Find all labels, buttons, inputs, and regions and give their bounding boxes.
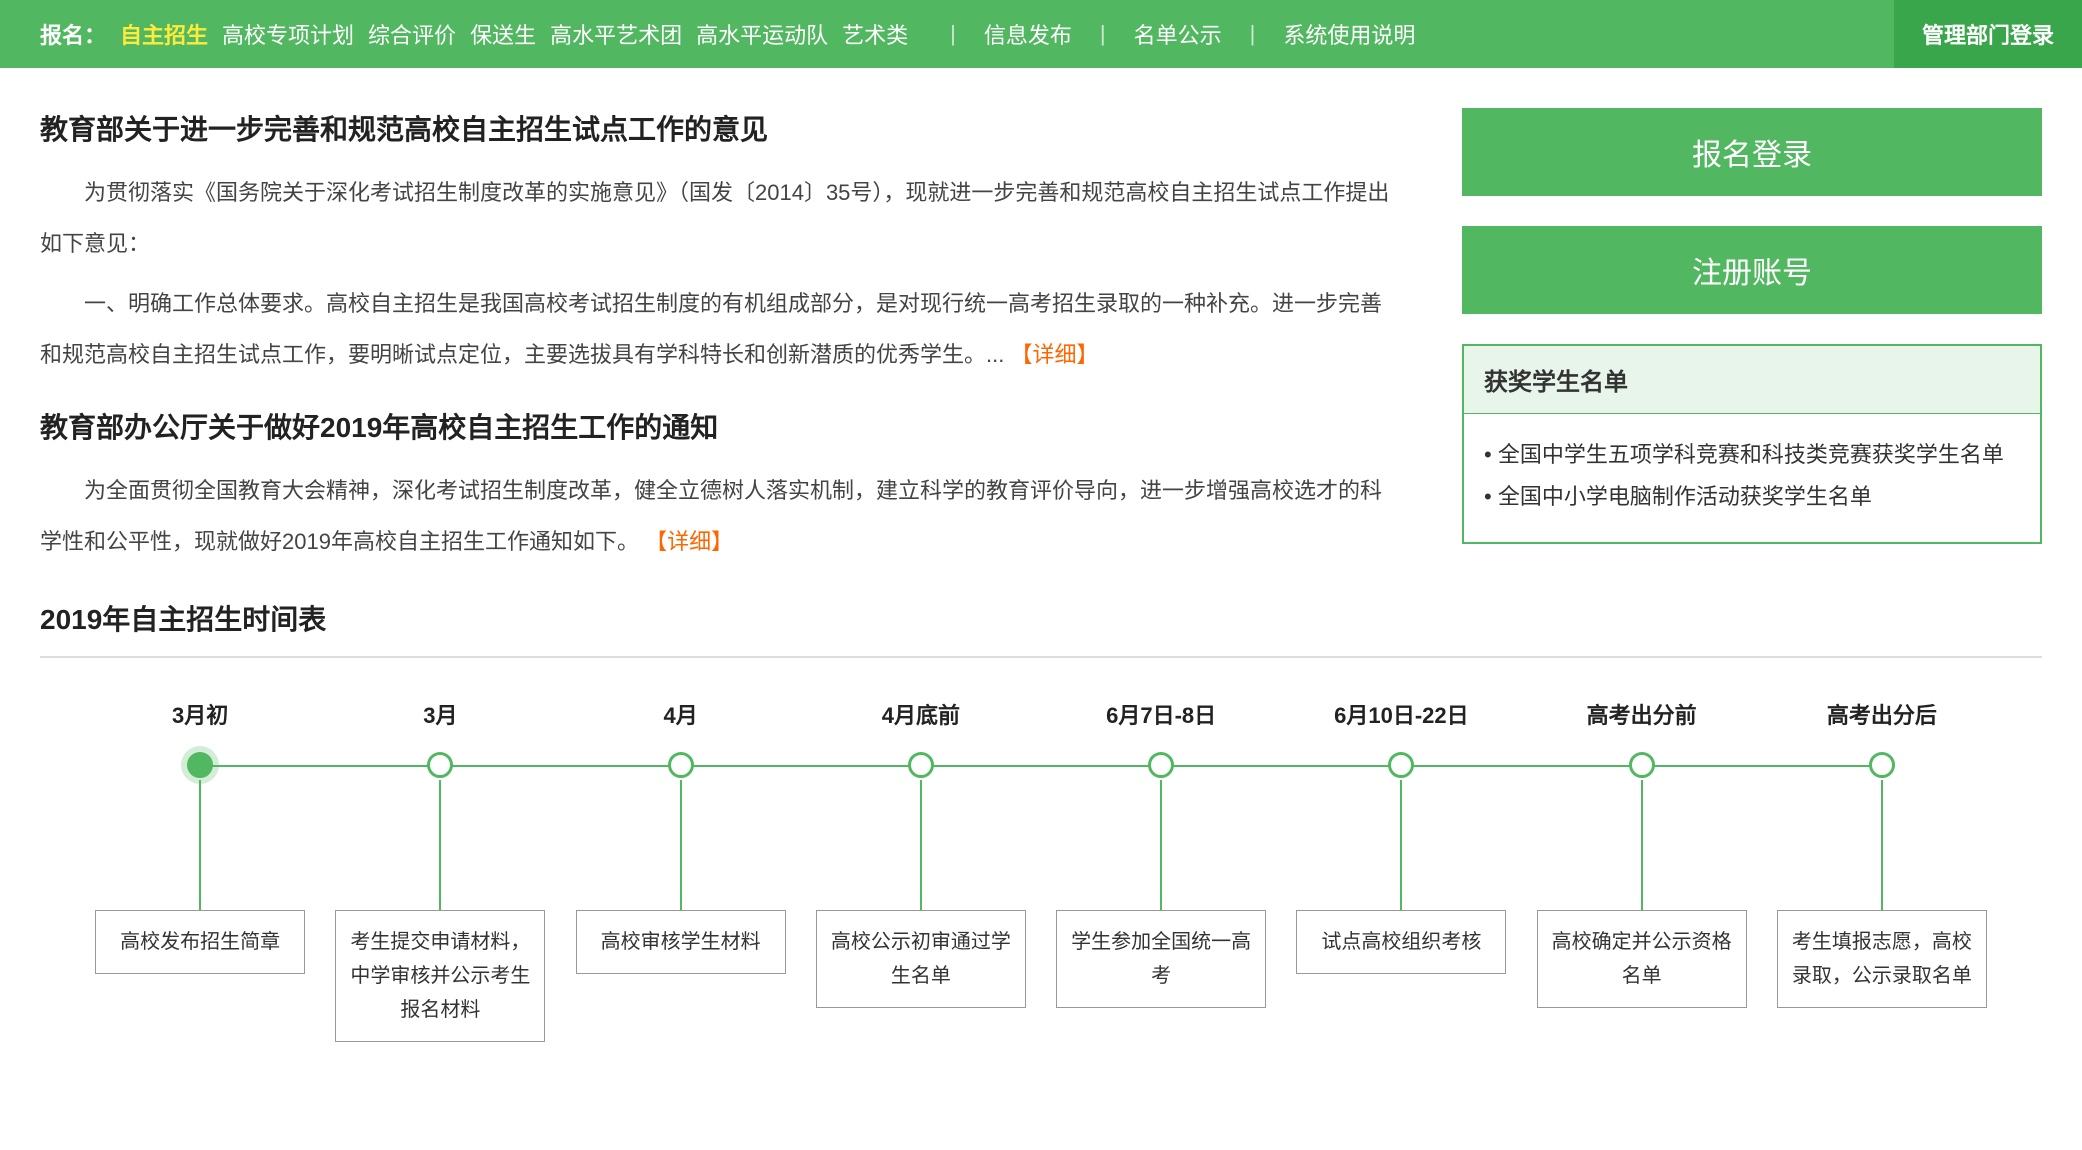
- timeline-node: [1388, 752, 1414, 778]
- login-button-label: 报名登录: [1692, 139, 1812, 172]
- detail-link[interactable]: 详细: [1032, 342, 1076, 367]
- article: 教育部办公厅关于做好2019年高校自主招生工作的通知 为全面贯彻全国教育大会精神…: [40, 406, 1402, 567]
- nav-left: 报名： 自主招生高校专项计划综合评价保送生高水平艺术团高水平运动队艺术类 | 信…: [40, 18, 1415, 50]
- timeline-step-desc: 高校公示初审通过学生名单: [816, 910, 1026, 1008]
- timeline-connector: [681, 765, 921, 767]
- timeline-step-label: 3月: [320, 698, 560, 738]
- timeline-step-desc: 考生提交申请材料，中学审核并公示考生报名材料: [335, 910, 545, 1042]
- nav-separator: |: [950, 21, 956, 47]
- nav-item-1[interactable]: 高校专项计划: [222, 23, 354, 48]
- timeline-node: [668, 752, 694, 778]
- timeline-node-wrap: [80, 750, 320, 780]
- timeline-divider: [40, 656, 2042, 658]
- bracket: 【: [1010, 342, 1032, 367]
- timeline-step-label: 4月底前: [801, 698, 1041, 738]
- timeline-step: 4月高校审核学生材料: [561, 698, 801, 1042]
- nav-separator: |: [1100, 21, 1106, 47]
- award-box: 获奖学生名单 • 全国中学生五项学科竞赛和科技类竞赛获奖学生名单 • 全国中小学…: [1462, 344, 2042, 544]
- article-paragraph: 一、明确工作总体要求。高校自主招生是我国高校考试招生制度的有机组成部分，是对现行…: [40, 279, 1402, 380]
- nav-link-list[interactable]: 名单公示: [1134, 18, 1222, 50]
- timeline-step: 4月底前高校公示初审通过学生名单: [801, 698, 1041, 1042]
- articles-column: 教育部关于进一步完善和规范高校自主招生试点工作的意见 为贯彻落实《国务院关于深化…: [40, 108, 1402, 578]
- article-paragraph: 为贯彻落实《国务院关于深化考试招生制度改革的实施意见》（国发〔2014〕35号）…: [40, 168, 1402, 269]
- timeline-step-label: 高考出分前: [1522, 698, 1762, 738]
- bracket: 【: [645, 529, 667, 554]
- nav-link-info[interactable]: 信息发布: [984, 18, 1072, 50]
- timeline-step: 6月7日-8日学生参加全国统一高考: [1041, 698, 1281, 1042]
- register-button[interactable]: 注册账号: [1462, 226, 2042, 314]
- timeline-vertical-line: [1400, 780, 1402, 910]
- page-body: 教育部关于进一步完善和规范高校自主招生试点工作的意见 为贯彻落实《国务院关于深化…: [0, 68, 2082, 578]
- award-item-text: 全国中学生五项学科竞赛和科技类竞赛获奖学生名单: [1498, 442, 2004, 467]
- timeline-step: 高考出分前高校确定并公示资格名单: [1522, 698, 1762, 1042]
- nav-item-6[interactable]: 艺术类: [842, 23, 908, 48]
- award-box-title: 获奖学生名单: [1464, 346, 2040, 414]
- timeline-section: 2019年自主招生时间表 3月初高校发布招生简章3月考生提交申请材料，中学审核并…: [0, 578, 2082, 1102]
- timeline-step: 3月考生提交申请材料，中学审核并公示考生报名材料: [320, 698, 560, 1042]
- timeline-node: [908, 752, 934, 778]
- article-text: 一、明确工作总体要求。高校自主招生是我国高校考试招生制度的有机组成部分，是对现行…: [40, 291, 1382, 367]
- timeline-step-label: 6月10日-22日: [1281, 698, 1521, 738]
- nav-link-help[interactable]: 系统使用说明: [1283, 18, 1415, 50]
- timeline-connector: [921, 765, 1161, 767]
- timeline-node: [1629, 752, 1655, 778]
- timeline-node: [427, 752, 453, 778]
- article-title: 教育部办公厅关于做好2019年高校自主招生工作的通知: [40, 406, 1402, 446]
- timeline-step-desc: 试点高校组织考核: [1296, 910, 1506, 974]
- timeline-node: [1869, 752, 1895, 778]
- timeline-connector: [1642, 765, 1882, 767]
- nav-item-4[interactable]: 高水平艺术团: [550, 23, 682, 48]
- nav-item-0[interactable]: 自主招生: [120, 23, 208, 48]
- timeline-step-label: 高考出分后: [1762, 698, 2002, 738]
- timeline: 3月初高校发布招生简章3月考生提交申请材料，中学审核并公示考生报名材料4月高校审…: [40, 698, 2042, 1042]
- timeline-step-desc: 高校发布招生简章: [95, 910, 305, 974]
- nav-label: 报名：: [40, 18, 106, 50]
- timeline-step-desc: 考生填报志愿，高校录取，公示录取名单: [1777, 910, 1987, 1008]
- timeline-vertical-line: [1881, 780, 1883, 910]
- timeline-node: [1148, 752, 1174, 778]
- timeline-node: [187, 752, 213, 778]
- login-button[interactable]: 报名登录: [1462, 108, 2042, 196]
- award-box-body: • 全国中学生五项学科竞赛和科技类竞赛获奖学生名单 • 全国中小学电脑制作活动获…: [1464, 414, 2040, 542]
- timeline-step: 6月10日-22日试点高校组织考核: [1281, 698, 1521, 1042]
- timeline-step-label: 6月7日-8日: [1041, 698, 1281, 738]
- nav-item-2[interactable]: 综合评价: [368, 23, 456, 48]
- timeline-step-label: 3月初: [80, 698, 320, 738]
- top-nav: 报名： 自主招生高校专项计划综合评价保送生高水平艺术团高水平运动队艺术类 | 信…: [0, 0, 2082, 68]
- timeline-connector: [200, 765, 440, 767]
- timeline-connector: [1401, 765, 1641, 767]
- timeline-vertical-line: [1160, 780, 1162, 910]
- timeline-step-label: 4月: [561, 698, 801, 738]
- timeline-step-desc: 高校审核学生材料: [576, 910, 786, 974]
- timeline-vertical-line: [1641, 780, 1643, 910]
- timeline-step-desc: 学生参加全国统一高考: [1056, 910, 1266, 1008]
- admin-login-label: 管理部门登录: [1922, 18, 2054, 50]
- sidebar: 报名登录 注册账号 获奖学生名单 • 全国中学生五项学科竞赛和科技类竞赛获奖学生…: [1462, 108, 2042, 578]
- nav-item-5[interactable]: 高水平运动队: [696, 23, 828, 48]
- timeline-vertical-line: [920, 780, 922, 910]
- award-list-item[interactable]: • 全国中小学电脑制作活动获奖学生名单: [1484, 476, 2020, 518]
- award-item-text: 全国中小学电脑制作活动获奖学生名单: [1498, 484, 1872, 509]
- timeline-step-desc: 高校确定并公示资格名单: [1537, 910, 1747, 1008]
- timeline-vertical-line: [680, 780, 682, 910]
- award-list-item[interactable]: • 全国中学生五项学科竞赛和科技类竞赛获奖学生名单: [1484, 434, 2020, 476]
- timeline-vertical-line: [439, 780, 441, 910]
- nav-separator: |: [1250, 21, 1256, 47]
- timeline-step: 3月初高校发布招生简章: [80, 698, 320, 1042]
- bracket: 】: [1077, 342, 1099, 367]
- article-title: 教育部关于进一步完善和规范高校自主招生试点工作的意见: [40, 108, 1402, 148]
- article-paragraph: 为全面贯彻全国教育大会精神，深化考试招生制度改革，健全立德树人落实机制，建立科学…: [40, 466, 1402, 567]
- nav-item-3[interactable]: 保送生: [470, 23, 536, 48]
- timeline-connector: [440, 765, 680, 767]
- article: 教育部关于进一步完善和规范高校自主招生试点工作的意见 为贯彻落实《国务院关于深化…: [40, 108, 1402, 380]
- register-button-label: 注册账号: [1692, 257, 1812, 290]
- bracket: 】: [711, 529, 733, 554]
- timeline-vertical-line: [199, 780, 201, 910]
- timeline-title: 2019年自主招生时间表: [40, 598, 2042, 638]
- timeline-connector: [1161, 765, 1401, 767]
- timeline-step: 高考出分后考生填报志愿，高校录取，公示录取名单: [1762, 698, 2002, 1042]
- admin-login-button[interactable]: 管理部门登录: [1894, 0, 2082, 68]
- detail-link[interactable]: 详细: [667, 529, 711, 554]
